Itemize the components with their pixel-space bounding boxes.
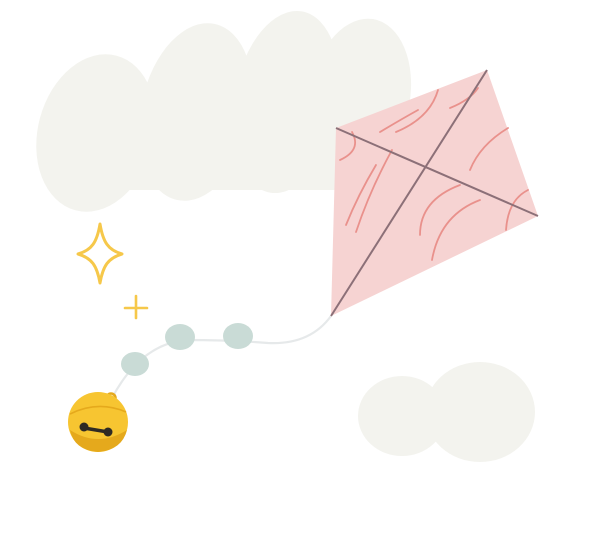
bell-slot	[79, 422, 113, 437]
kite-spar-vertical	[330, 69, 488, 317]
tail-bow	[121, 352, 149, 376]
cloud-small	[358, 362, 535, 462]
kite-body	[331, 70, 538, 316]
kite-spar-horizontal	[335, 127, 539, 217]
tail-bow	[223, 323, 253, 349]
tail-bow	[165, 324, 195, 350]
sparkle-large	[76, 222, 124, 285]
sparkle-small	[123, 294, 149, 320]
bell	[68, 392, 128, 452]
kite	[330, 69, 539, 317]
cloud-large	[36, 10, 412, 212]
kite-tail-bows	[121, 323, 253, 376]
bell-band	[69, 405, 127, 415]
bell-shading	[70, 430, 127, 452]
